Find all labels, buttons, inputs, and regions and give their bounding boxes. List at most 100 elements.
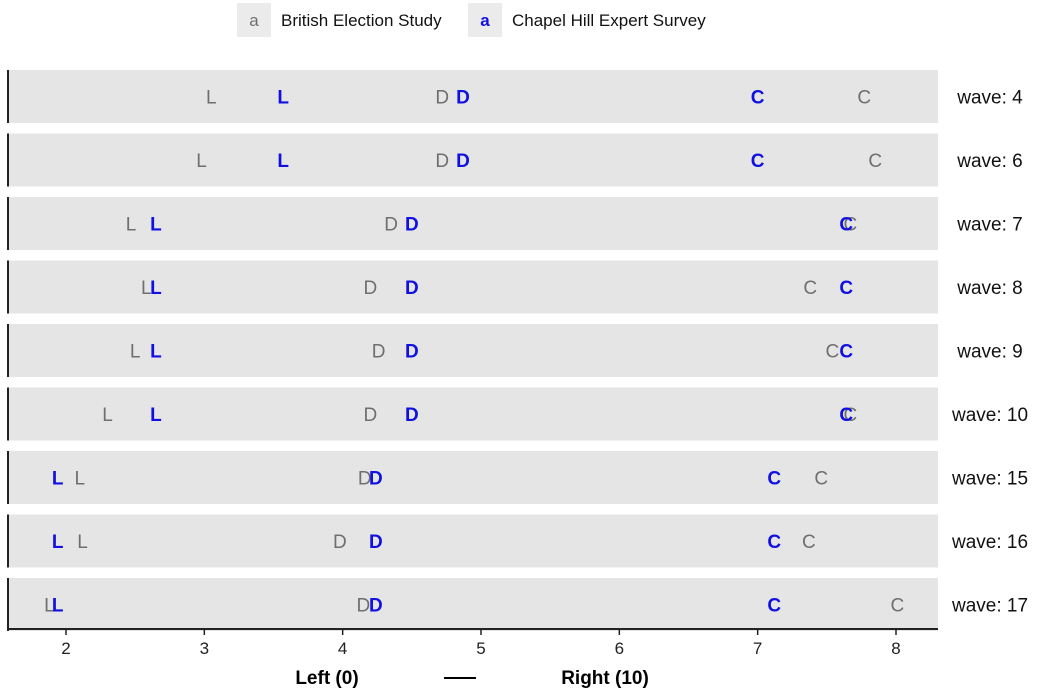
ches-point-C: C xyxy=(767,532,781,553)
panel-strip-label: wave: 16 xyxy=(951,532,1028,553)
bes-point-C: C xyxy=(814,469,828,490)
panel-background xyxy=(8,133,938,187)
panel-wave-8: wave: 8 L D C L D C xyxy=(7,260,1023,314)
ches-point-D: D xyxy=(456,151,470,172)
ches-point-C: C xyxy=(839,215,853,236)
bes-point-C: C xyxy=(802,532,816,553)
bes-point-L: L xyxy=(44,596,55,617)
bes-point-D: D xyxy=(435,151,449,172)
ches-point-L: L xyxy=(52,596,64,617)
bes-point-C: C xyxy=(803,278,817,299)
ches-point-D: D xyxy=(369,469,383,490)
panel-background xyxy=(8,451,938,504)
panel-strip-label: wave: 4 xyxy=(956,88,1023,109)
legend-key-glyph: a xyxy=(480,11,490,30)
panel-background xyxy=(8,387,938,441)
ches-point-D: D xyxy=(369,596,383,617)
legend-entry-label: Chapel Hill Expert Survey xyxy=(512,11,706,30)
ches-point-D: D xyxy=(405,215,419,236)
x-tick-label: 2 xyxy=(61,639,70,658)
ches-point-C: C xyxy=(751,88,765,109)
ches-point-D: D xyxy=(405,405,419,426)
bes-point-L: L xyxy=(77,532,88,553)
ches-point-L: L xyxy=(150,278,162,299)
x-tick-label: 5 xyxy=(476,639,485,658)
bes-point-C: C xyxy=(825,342,839,363)
x-tick-label: 4 xyxy=(338,639,347,658)
bes-point-D: D xyxy=(384,215,398,236)
bes-point-D: D xyxy=(363,405,377,426)
legend: a British Election Study a Chapel Hill Expe… xyxy=(237,3,706,37)
ches-point-L: L xyxy=(150,342,162,363)
panel-strip-label: wave: 10 xyxy=(951,405,1028,426)
panel-background xyxy=(8,324,938,377)
ches-point-L: L xyxy=(150,405,162,426)
panel-strip-label: wave: 9 xyxy=(956,342,1022,363)
ches-point-C: C xyxy=(839,405,853,426)
panel-background xyxy=(8,578,938,631)
bes-point-L: L xyxy=(206,88,217,109)
bes-point-D: D xyxy=(357,596,371,617)
panel-strip-label: wave: 8 xyxy=(956,278,1022,299)
x-tick-label: 8 xyxy=(891,639,900,658)
bes-point-D: D xyxy=(372,342,386,363)
panel-wave-7: wave: 7 L D C L D C xyxy=(7,197,1023,250)
ches-point-D: D xyxy=(405,278,419,299)
x-tick-label: 7 xyxy=(753,639,762,658)
bes-point-D: D xyxy=(363,278,377,299)
bes-point-D: D xyxy=(358,469,372,490)
panel-wave-15: wave: 15 L D C L D C xyxy=(7,451,1028,504)
ches-point-L: L xyxy=(277,151,289,172)
bes-point-C: C xyxy=(843,405,857,426)
panel-strip-label: wave: 17 xyxy=(951,596,1028,617)
panel-wave-16: wave: 16 L D C L D C xyxy=(7,514,1028,568)
legend-entry-label: British Election Study xyxy=(281,11,442,30)
legend-key-box xyxy=(468,3,502,37)
panel-strip-label: wave: 7 xyxy=(956,215,1022,236)
bes-point-L: L xyxy=(196,151,207,172)
bes-point-L: L xyxy=(141,278,152,299)
panel-wave-17: wave: 17 L D C L D C xyxy=(7,578,1028,631)
bes-point-L: L xyxy=(130,342,141,363)
ches-point-L: L xyxy=(150,215,162,236)
ches-point-D: D xyxy=(456,88,470,109)
x-axis-label: Left (0) Right (10) xyxy=(295,668,648,689)
panel-wave-4: wave: 4 L D C L D C xyxy=(7,70,1023,123)
ches-point-L: L xyxy=(52,532,64,553)
panel-wave-9: wave: 9 L D C L D C xyxy=(7,324,1023,377)
legend-key-box xyxy=(237,3,271,37)
ches-point-C: C xyxy=(767,596,781,617)
panel-strip-label: wave: 15 xyxy=(951,469,1028,490)
bes-point-C: C xyxy=(891,596,905,617)
bes-point-L: L xyxy=(75,469,86,490)
panel-background xyxy=(8,70,938,123)
bes-point-D: D xyxy=(333,532,347,553)
panel-background xyxy=(8,197,938,250)
ches-point-D: D xyxy=(369,532,383,553)
ches-point-C: C xyxy=(767,469,781,490)
x-label-right: Right (10) xyxy=(561,668,649,689)
ches-point-C: C xyxy=(839,278,853,299)
panel-wave-6: wave: 6 L D C L D C xyxy=(7,133,1023,187)
bes-point-C: C xyxy=(868,151,882,172)
panel-background xyxy=(8,260,938,314)
legend-key-glyph: a xyxy=(249,11,259,30)
x-axis: 2 3 4 5 6 7 8 xyxy=(7,628,938,658)
bes-point-C: C xyxy=(843,215,857,236)
bes-point-L: L xyxy=(126,215,137,236)
panel-wave-10: wave: 10 L D C L D C xyxy=(7,387,1028,441)
ches-point-D: D xyxy=(405,342,419,363)
ches-point-L: L xyxy=(52,469,64,490)
x-tick-label: 6 xyxy=(615,639,624,658)
panel-background xyxy=(8,514,938,568)
panel-strip-label: wave: 6 xyxy=(956,151,1022,172)
bes-point-L: L xyxy=(102,405,113,426)
ches-point-C: C xyxy=(839,342,853,363)
x-label-left: Left (0) xyxy=(295,668,358,689)
bes-point-D: D xyxy=(435,88,449,109)
bes-point-C: C xyxy=(857,88,871,109)
ches-point-L: L xyxy=(277,88,289,109)
ches-point-C: C xyxy=(751,151,765,172)
